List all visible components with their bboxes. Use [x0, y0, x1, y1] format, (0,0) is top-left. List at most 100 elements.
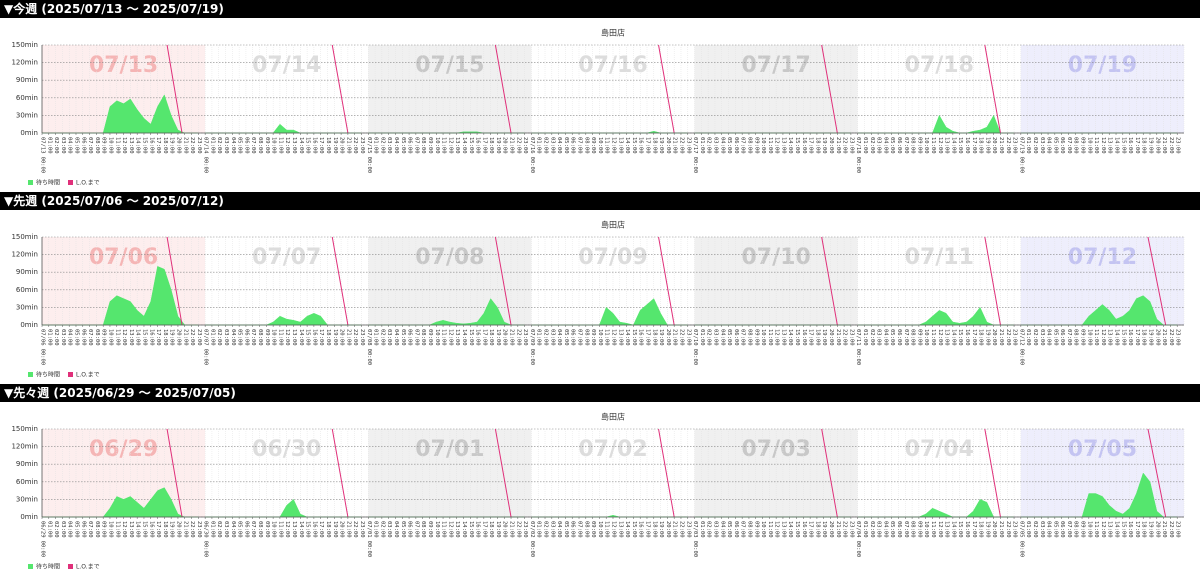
x-tick-hour: 17:00	[971, 137, 977, 154]
x-tick-hour: 10:00	[108, 329, 114, 346]
header-bar	[0, 384, 1200, 402]
x-tick-hour: 22:00	[353, 521, 359, 538]
x-tick-label: 21:00	[509, 329, 515, 346]
x-tick-label: 20:00	[502, 137, 508, 154]
x-tick-label: 07:00	[251, 329, 257, 346]
x-tick-label: 13:00	[455, 329, 461, 346]
x-tick-hour: 13:00	[618, 329, 624, 346]
x-tick-hour: 04:00	[1046, 137, 1052, 154]
x-tick-label: 13:00	[1107, 137, 1113, 154]
x-tick-hour: 23:00	[196, 329, 202, 346]
x-tick-hour: 01:00	[373, 329, 379, 346]
x-tick-label: 17:00	[971, 329, 977, 346]
x-tick-hour: 01:00	[47, 329, 53, 346]
x-tick-hour: 16:00	[149, 329, 155, 346]
x-tick-label: 13:00	[781, 521, 787, 538]
x-tick-hour: 14:00	[625, 521, 631, 538]
chart-title: 島田店	[601, 412, 625, 422]
x-tick-hour: 16:00	[801, 137, 807, 154]
x-tick-hour: 09:00	[427, 521, 433, 538]
x-tick-hour: 05:00	[563, 521, 569, 538]
x-tick-label: 04:00	[1046, 329, 1052, 346]
x-tick-hour: 11:00	[441, 329, 447, 346]
x-tick-label: 15:00	[631, 329, 637, 346]
x-tick-hour: 06:00	[407, 521, 413, 538]
x-tick-label: 13:00	[944, 137, 950, 154]
x-tick-label: 21:00	[998, 137, 1004, 154]
x-tick-label: 03:00	[224, 521, 230, 538]
x-tick-label: 11:00	[767, 137, 773, 154]
x-tick-hour: 16:00	[801, 521, 807, 538]
x-tick-hour: 14:00	[951, 137, 957, 154]
y-tick-label: 90min	[16, 460, 38, 468]
x-tick-label: 12:00	[448, 329, 454, 346]
x-tick-hour: 13:00	[1107, 521, 1113, 538]
x-tick-label: 06:00	[244, 329, 250, 346]
x-tick-hour: 00:00	[1019, 541, 1025, 558]
x-tick-label: 19:00	[822, 521, 828, 538]
x-tick-label: 17:00	[645, 137, 651, 154]
x-tick-hour: 12:00	[1100, 137, 1106, 154]
x-tick-label: 18:00	[815, 137, 821, 154]
x-tick-hour: 09:00	[917, 329, 923, 346]
x-tick-hour: 10:00	[1087, 137, 1093, 154]
x-tick-label: 09:00	[264, 521, 270, 538]
x-tick-label: 16:00	[475, 329, 481, 346]
x-tick-hour: 06:00	[570, 329, 576, 346]
x-tick-label: 12:00	[937, 137, 943, 154]
x-tick-label: 10:00	[108, 329, 114, 346]
x-tick-hour: 08:00	[1073, 137, 1079, 154]
x-tick-label: 05:00	[1053, 521, 1059, 538]
x-tick-hour: 03:00	[876, 329, 882, 346]
lo-line	[984, 428, 1001, 518]
x-tick-label: 20:00	[992, 329, 998, 346]
x-tick-hour: 02:00	[543, 137, 549, 154]
x-tick-hour: 12:00	[1100, 521, 1106, 538]
x-tick-hour: 21:00	[1162, 521, 1168, 538]
x-tick-label: 22:00	[516, 521, 522, 538]
x-tick-hour: 11:00	[441, 521, 447, 538]
x-tick-label: 05:00	[400, 329, 406, 346]
x-tick-label: 16:00	[638, 137, 644, 154]
x-tick-label: 08:00	[584, 521, 590, 538]
x-tick-label: 04:00	[230, 137, 236, 154]
x-tick-hour: 04:00	[67, 137, 73, 154]
section-heading: ▼先週 (2025/07/06 〜 2025/07/12)	[4, 193, 224, 208]
x-tick-label: 09:00	[591, 521, 597, 538]
x-tick-date: 07/14	[203, 137, 209, 154]
legend-swatch	[28, 372, 33, 377]
x-tick-hour: 19:00	[985, 137, 991, 154]
x-tick-label: 18:00	[652, 137, 658, 154]
x-tick-label: 11:00	[115, 329, 121, 346]
x-tick-hour: 19:00	[495, 521, 501, 538]
x-tick-label: 04:00	[230, 329, 236, 346]
x-tick-label: 14:00	[461, 329, 467, 346]
x-tick-label: 18:00	[815, 521, 821, 538]
x-tick-hour: 11:00	[930, 521, 936, 538]
x-tick-label: 05:00	[74, 329, 80, 346]
x-tick-date: 06/29	[40, 521, 46, 538]
x-tick-label: 10:00	[434, 329, 440, 346]
lo-line	[821, 428, 838, 518]
legend-swatch	[28, 564, 33, 569]
x-tick-hour: 22:00	[1168, 329, 1174, 346]
x-tick-hour: 01:00	[47, 137, 53, 154]
x-tick-label: 01:00	[47, 137, 53, 154]
x-tick-label: 20:00	[992, 137, 998, 154]
x-tick-label: 05:00	[237, 137, 243, 154]
x-tick-label: 21:00	[672, 329, 678, 346]
x-tick-hour: 05:00	[400, 329, 406, 346]
x-tick-hour: 09:00	[591, 329, 597, 346]
x-tick-hour: 17:00	[1134, 137, 1140, 154]
x-tick-hour: 19:00	[169, 137, 175, 154]
x-tick-hour: 00:00	[856, 541, 862, 558]
x-tick-hour: 10:00	[434, 521, 440, 538]
x-tick-label: 09:00	[1080, 521, 1086, 538]
x-tick-label: 22:00	[1005, 521, 1011, 538]
x-tick-hour: 09:00	[101, 521, 107, 538]
x-tick-hour: 19:00	[332, 521, 338, 538]
x-tick-hour: 15:00	[631, 329, 637, 346]
x-tick-label: 12:00	[285, 329, 291, 346]
x-tick-hour: 23:00	[849, 329, 855, 346]
